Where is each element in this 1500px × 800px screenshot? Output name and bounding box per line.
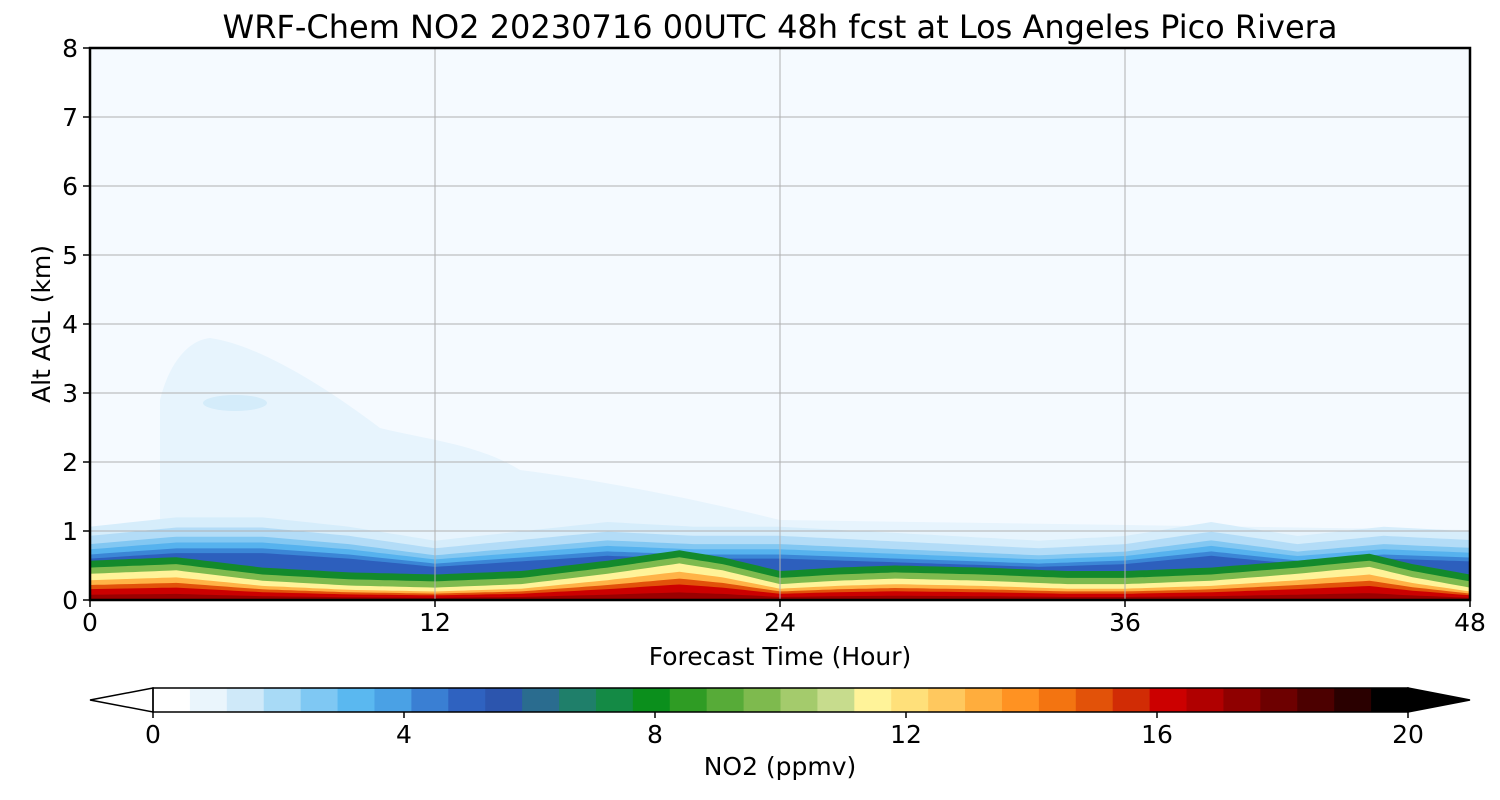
colorbar-swatch (965, 688, 1003, 712)
colorbar-swatch (854, 688, 892, 712)
colorbar-frame (152, 687, 1409, 713)
colorbar-swatch (706, 688, 745, 712)
colorbar-swatch (743, 688, 782, 712)
colorbar-tick-label: 0 (145, 720, 161, 749)
grid-lines (90, 48, 1470, 600)
colorbar-swatch (559, 688, 597, 712)
x-axis-ticks: 0 12 24 36 48 (82, 600, 1486, 637)
colorbar-swatch (1149, 688, 1188, 712)
colorbar-swatch (1223, 688, 1261, 712)
x-tick-label: 36 (1109, 608, 1141, 637)
colorbar-tick-label: 12 (890, 720, 922, 749)
colorbar-swatch (928, 688, 966, 712)
colorbar-tick-label: 16 (1141, 720, 1173, 749)
colorbar-swatch (1186, 688, 1225, 712)
colorbar-tick-label: 20 (1392, 720, 1424, 749)
colorbar-tick-label: 8 (647, 720, 663, 749)
colorbar-swatch (1038, 688, 1077, 712)
colorbar-swatch (1371, 688, 1409, 712)
x-tick-label: 24 (764, 608, 796, 637)
colorbar-swatch (595, 688, 634, 712)
colorbar-swatch (669, 688, 708, 712)
x-axis-label: Forecast Time (Hour) (649, 642, 912, 671)
chart-title: WRF-Chem NO2 20230716 00UTC 48h fcst at … (223, 8, 1338, 46)
colorbar-swatch (153, 688, 191, 712)
colorbar-label: NO2 (ppmv) (704, 752, 857, 781)
colorbar-swatch (226, 688, 265, 712)
x-tick-label: 0 (82, 608, 98, 637)
colorbar-swatch (1112, 688, 1151, 712)
y-tick-label: 6 (62, 172, 78, 201)
colorbar-swatch (780, 688, 819, 712)
colorbar-swatch (1075, 688, 1114, 712)
colorbar-swatch (337, 688, 376, 712)
colorbar-swatch (1001, 688, 1040, 712)
y-tick-label: 3 (62, 379, 78, 408)
colorbar-swatch (522, 688, 560, 712)
colorbar-ticks: 0 4 8 12 16 20 (145, 712, 1424, 749)
colorbar-swatch (374, 688, 412, 712)
colorbar-swatch (411, 688, 449, 712)
colorbar-swatch (1260, 688, 1298, 712)
x-tick-label: 48 (1454, 608, 1486, 637)
x-tick-label: 12 (419, 608, 451, 637)
y-tick-label: 1 (62, 517, 78, 546)
y-axis-ticks: 0 1 2 3 4 5 6 7 8 (62, 34, 90, 615)
colorbar-max-extend (1407, 687, 1471, 713)
y-tick-label: 2 (62, 448, 78, 477)
colorbar-swatch (1334, 688, 1372, 712)
colorbar (89, 687, 1471, 713)
colorbar-swatch (485, 688, 523, 712)
y-tick-label: 7 (62, 103, 78, 132)
colorbar-swatch (448, 688, 486, 712)
colorbar-swatch (632, 688, 671, 712)
colorbar-swatch (263, 688, 302, 712)
y-axis-label: Alt AGL (km) (27, 245, 56, 403)
colorbar-swatch (1297, 688, 1335, 712)
no2-aloft-patch (203, 395, 267, 411)
colorbar-tick-label: 4 (396, 720, 412, 749)
colorbar-swatch (891, 688, 929, 712)
colorbar-min-extend (89, 687, 154, 713)
y-tick-label: 4 (62, 310, 78, 339)
y-tick-label: 5 (62, 241, 78, 270)
colorbar-swatch (300, 688, 339, 712)
y-tick-label: 8 (62, 34, 78, 63)
colorbar-swatch (189, 688, 228, 712)
colorbar-swatch (817, 688, 855, 712)
y-tick-label: 0 (62, 586, 78, 615)
